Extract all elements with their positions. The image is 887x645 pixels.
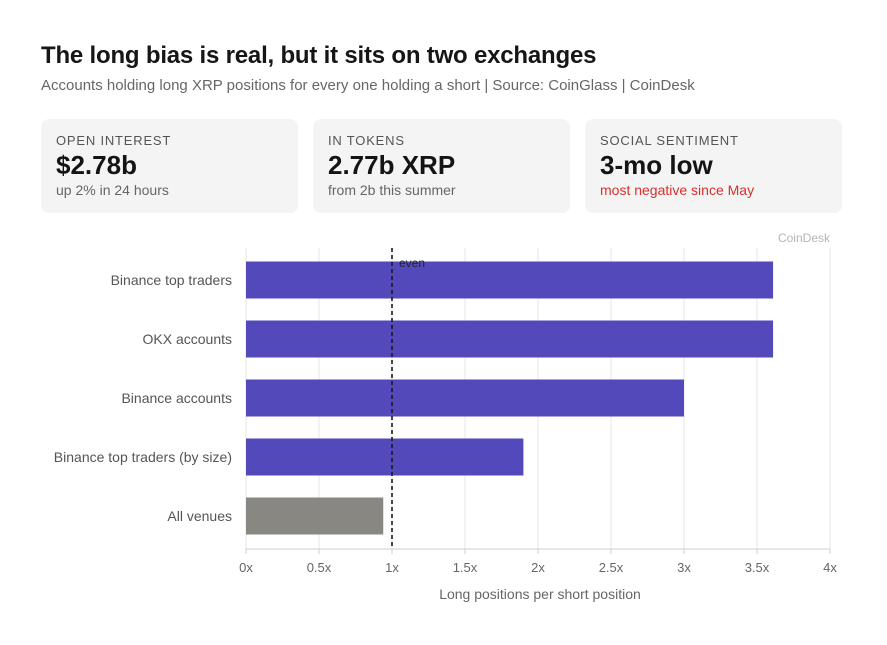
category-label: OKX accounts [143,331,233,347]
bar [246,438,524,476]
bar [246,320,774,358]
category-label: All venues [167,508,232,524]
stat-card-in-tokens: IN TOKENS 2.77b XRP from 2b this summer [313,119,570,213]
stat-value: 3-mo low [600,150,713,180]
bar [246,379,684,417]
x-tick-label: 0.5x [307,560,332,575]
chart-subtitle: Accounts holding long XRP positions for … [41,77,695,94]
source-credit: CoinDesk [778,231,831,245]
stat-note: most negative since May [600,182,755,198]
stat-note: from 2b this summer [328,182,456,198]
x-tick-label: 0x [239,560,253,575]
x-tick-label: 2.5x [599,560,624,575]
stat-label: SOCIAL SENTIMENT [600,133,739,148]
chart-title: The long bias is real, but it sits on tw… [41,42,597,69]
x-tick-label: 3.5x [745,560,770,575]
x-tick-label: 1.5x [453,560,478,575]
x-tick-label: 4x [823,560,837,575]
stat-note: up 2% in 24 hours [56,182,169,198]
stat-label: IN TOKENS [328,133,405,148]
stat-label: OPEN INTEREST [56,133,172,148]
x-tick-label: 3x [677,560,691,575]
category-label: Binance top traders [111,272,232,288]
bar [246,497,384,535]
category-label: Binance accounts [121,390,232,406]
stat-value: $2.78b [56,150,137,180]
x-axis-title: Long positions per short position [439,586,641,602]
x-tick-label: 2x [531,560,545,575]
x-tick-label: 1x [385,560,399,575]
category-label: Binance top traders (by size) [54,449,232,465]
stat-card-social-sentiment: SOCIAL SENTIMENT 3-mo low most negative … [585,119,842,213]
bar [246,261,774,299]
stat-value: 2.77b XRP [328,150,456,180]
bar-chart: Binance top traders OKX accounts Binance a… [54,231,838,602]
stat-card-open-interest: OPEN INTEREST $2.78b up 2% in 24 hours [41,119,298,213]
reference-line-label: even [399,256,425,270]
